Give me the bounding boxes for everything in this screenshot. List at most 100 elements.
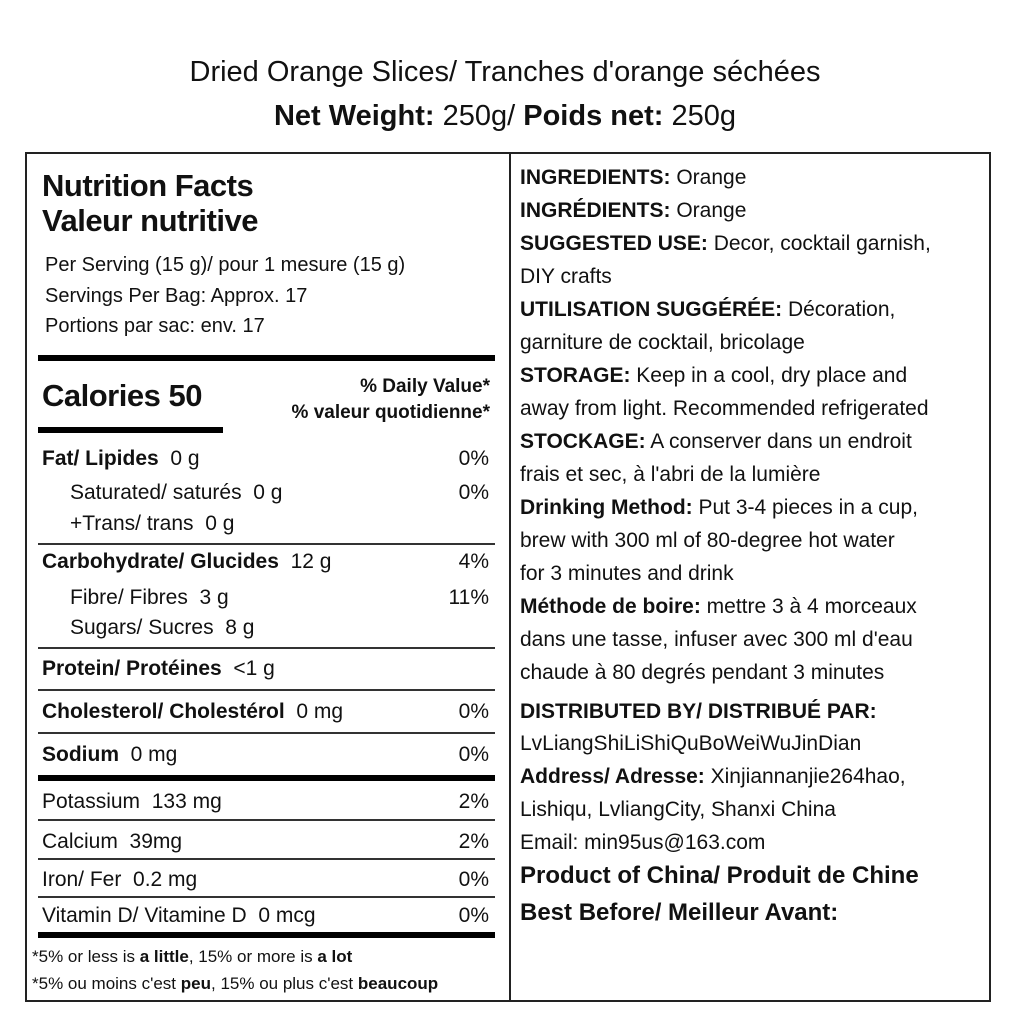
nutrient-amount: 0.2 mg [133, 868, 198, 891]
nutrient-row: Fibre/ Fibres 3 g 11% [38, 584, 495, 612]
info-heading: INGRÉDIENTS: [520, 199, 671, 222]
servings-per-bag: Servings Per Bag: Approx. 17 [45, 285, 308, 307]
info-heading: Drinking Method: [520, 496, 693, 519]
footnote-fr: *5% ou moins c'est peu, 15% ou plus c'es… [32, 974, 438, 994]
info-text: frais et sec, à l'abri de la lumière [520, 463, 821, 486]
info-text: for 3 minutes and drink [520, 562, 734, 585]
nutrient-label: +Trans/ trans 0 g [70, 510, 234, 538]
footnote-segment: a lot [317, 947, 353, 966]
info-text: A conserver dans un endroit [645, 430, 912, 453]
nutrient-amount: <1 g [233, 657, 275, 680]
nutrient-row: Iron/ Fer 0.2 mg 0% [38, 866, 495, 894]
nutrient-label: Vitamin D/ Vitamine D 0 mcg [42, 902, 316, 930]
info-text: Put 3-4 pieces in a cup, [692, 496, 918, 519]
info-line: Email: min95us@163.com [520, 829, 765, 857]
nutrient-name: Fibre/ Fibres [70, 586, 188, 609]
footnote-segment: peu [180, 974, 211, 993]
info-line: INGRÉDIENTS: Orange [520, 197, 746, 225]
info-line: LvLiangShiLiShiQuBoWeiWuJinDian [520, 730, 861, 758]
nutrient-row: Calcium 39mg 2% [38, 828, 495, 856]
nutrient-row: Fat/ Lipides 0 g 0% [38, 445, 495, 473]
info-text: Lishiqu, LvliangCity, Shanxi China [520, 798, 836, 821]
nutrient-name: Vitamin D/ Vitamine D [42, 904, 247, 927]
portions-per-bag: Portions par sac: env. 17 [45, 315, 265, 337]
nutrient-daily-value: 2% [458, 830, 489, 853]
nutrient-amount: 0 mg [296, 700, 344, 723]
info-line: Best Before/ Meilleur Avant: [520, 899, 838, 927]
nutrient-row: Protein/ Protéines <1 g [38, 655, 495, 683]
nutrient-label: Saturated/ saturés 0 g [70, 479, 282, 507]
row-divider [38, 819, 495, 821]
nutrient-daily-value: 0% [458, 743, 489, 766]
daily-value-fr: % valeur quotidienne* [291, 402, 490, 423]
nutrient-label: Cholesterol/ Cholestérol 0 mg [42, 698, 343, 726]
nutrient-daily-value: 0% [458, 904, 489, 927]
row-divider [38, 896, 495, 898]
nutrient-amount: 0 mcg [258, 904, 316, 927]
nutrient-daily-value: 0% [458, 700, 489, 723]
info-text: chaude à 80 degrés pendant 3 minutes [520, 661, 885, 684]
nutrient-row: Sodium 0 mg 0% [38, 741, 495, 769]
info-line: garniture de cocktail, bricolage [520, 329, 805, 357]
info-text: LvLiangShiLiShiQuBoWeiWuJinDian [520, 732, 862, 755]
info-heading: Address/ Adresse: [520, 765, 705, 788]
nutrient-label: Calcium 39mg [42, 828, 182, 856]
nutrient-name: Fat/ Lipides [42, 447, 159, 470]
footnote-segment: beaucoup [357, 974, 439, 993]
nutrient-name: Saturated/ saturés [70, 481, 242, 504]
nutrient-name: Iron/ Fer [42, 868, 122, 891]
thick-divider [38, 355, 495, 361]
nutrient-label: Sodium 0 mg [42, 741, 177, 769]
info-text: Orange [670, 199, 747, 222]
info-text: mettre 3 à 4 morceaux [700, 595, 917, 618]
nutrient-amount: 3 g [199, 586, 229, 609]
nutrient-name: Cholesterol/ Cholestérol [42, 700, 285, 723]
info-line: for 3 minutes and drink [520, 560, 734, 588]
nutrient-name: Potassium [42, 790, 141, 813]
nutrient-daily-value: 0% [458, 868, 489, 891]
info-text: Keep in a cool, dry place and [630, 364, 908, 387]
row-divider [38, 543, 495, 545]
info-line: Address/ Adresse: Xinjiannanjie264hao, [520, 763, 906, 791]
info-line: DIY crafts [520, 263, 612, 291]
footnote-segment: , 15% ou plus c'est [211, 974, 358, 993]
info-text: Orange [670, 166, 747, 189]
nutrient-label: Sugars/ Sucres 8 g [70, 614, 254, 642]
info-heading: Best Before/ Meilleur Avant: [520, 899, 839, 926]
nutrient-row: +Trans/ trans 0 g [38, 510, 495, 538]
nutrient-row: Cholesterol/ Cholestérol 0 mg 0% [38, 698, 495, 726]
info-line: dans une tasse, infuser avec 300 ml d'ea… [520, 626, 913, 654]
info-line: SUGGESTED USE: Decor, cocktail garnish, [520, 230, 931, 258]
serving-size: Per Serving (15 g)/ pour 1 mesure (15 g) [45, 254, 406, 276]
info-line: Product of China/ Produit de Chine [520, 862, 919, 890]
row-divider [38, 689, 495, 691]
nutrition-title-fr: Valeur nutritive [42, 203, 258, 238]
nutrient-daily-value: 11% [448, 586, 489, 609]
net-weight-value-en: 250g/ [434, 100, 516, 132]
nutrient-amount: 0 g [170, 447, 200, 470]
footnote-segment: *5% ou moins c'est [32, 974, 181, 993]
info-heading: Product of China/ Produit de Chine [520, 862, 919, 889]
info-line: chaude à 80 degrés pendant 3 minutes [520, 659, 884, 687]
info-line: STOCKAGE: A conserver dans un endroit [520, 428, 912, 456]
info-line: away from light. Recommended refrigerate… [520, 395, 929, 423]
nutrient-daily-value: 4% [458, 550, 489, 573]
nutrient-label: Fat/ Lipides 0 g [42, 445, 200, 473]
info-text: away from light. Recommended refrigerate… [520, 397, 929, 420]
info-heading: STOCKAGE: [520, 430, 646, 453]
net-weight-value-fr: 250g [663, 100, 736, 132]
info-text: brew with 300 ml of 80-degree hot water [520, 529, 895, 552]
nutrient-name: +Trans/ trans [70, 512, 194, 535]
net-weight-label-en: Net Weight: [273, 100, 435, 132]
info-text: garniture de cocktail, bricolage [520, 331, 805, 354]
footnote-segment: *5% or less is [32, 947, 140, 966]
nutrient-row: Saturated/ saturés 0 g 0% [38, 479, 495, 507]
info-line: brew with 300 ml of 80-degree hot water [520, 527, 895, 555]
info-line: Drinking Method: Put 3-4 pieces in a cup… [520, 494, 918, 522]
nutrient-name: Protein/ Protéines [42, 657, 222, 680]
nutrient-daily-value: 2% [458, 790, 489, 813]
nutrient-amount: 0 g [205, 512, 235, 535]
info-line: DISTRIBUTED BY/ DISTRIBUÉ PAR: [520, 698, 877, 726]
thick-divider [38, 775, 495, 781]
nutrient-amount: 0 mg [130, 743, 178, 766]
